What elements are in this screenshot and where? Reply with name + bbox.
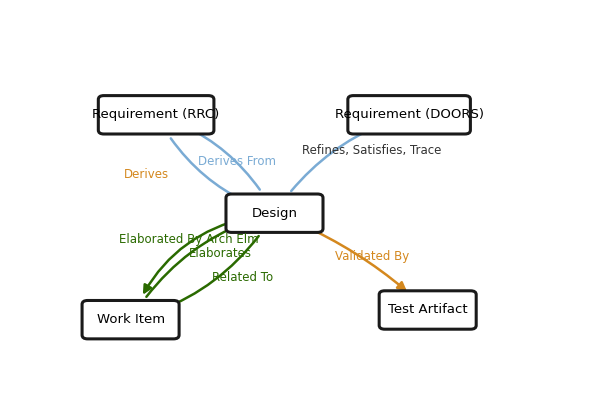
Text: Requirement (DOORS): Requirement (DOORS) [335, 108, 483, 122]
Text: Related To: Related To [212, 271, 273, 284]
Text: Requirement (RRC): Requirement (RRC) [92, 108, 220, 122]
FancyBboxPatch shape [98, 96, 214, 134]
Text: Derives From: Derives From [198, 155, 276, 168]
FancyArrowPatch shape [171, 138, 246, 202]
Text: Design: Design [252, 207, 298, 220]
Text: Elaborates: Elaborates [189, 247, 252, 260]
FancyBboxPatch shape [379, 291, 476, 329]
FancyArrowPatch shape [300, 224, 405, 290]
Text: Derives: Derives [123, 168, 169, 181]
FancyArrowPatch shape [291, 124, 380, 191]
FancyArrowPatch shape [144, 217, 247, 292]
Text: Refines, Satisfies, Trace: Refines, Satisfies, Trace [302, 144, 441, 157]
FancyBboxPatch shape [82, 300, 179, 339]
FancyArrowPatch shape [184, 126, 260, 190]
FancyArrowPatch shape [160, 236, 259, 311]
FancyArrowPatch shape [146, 222, 246, 297]
Text: Work Item: Work Item [96, 313, 165, 326]
FancyBboxPatch shape [348, 96, 470, 134]
Text: Validated By: Validated By [335, 250, 409, 263]
Text: Test Artifact: Test Artifact [388, 303, 467, 316]
FancyBboxPatch shape [226, 194, 323, 233]
Text: Elaborated By Arch Elm: Elaborated By Arch Elm [119, 233, 259, 246]
